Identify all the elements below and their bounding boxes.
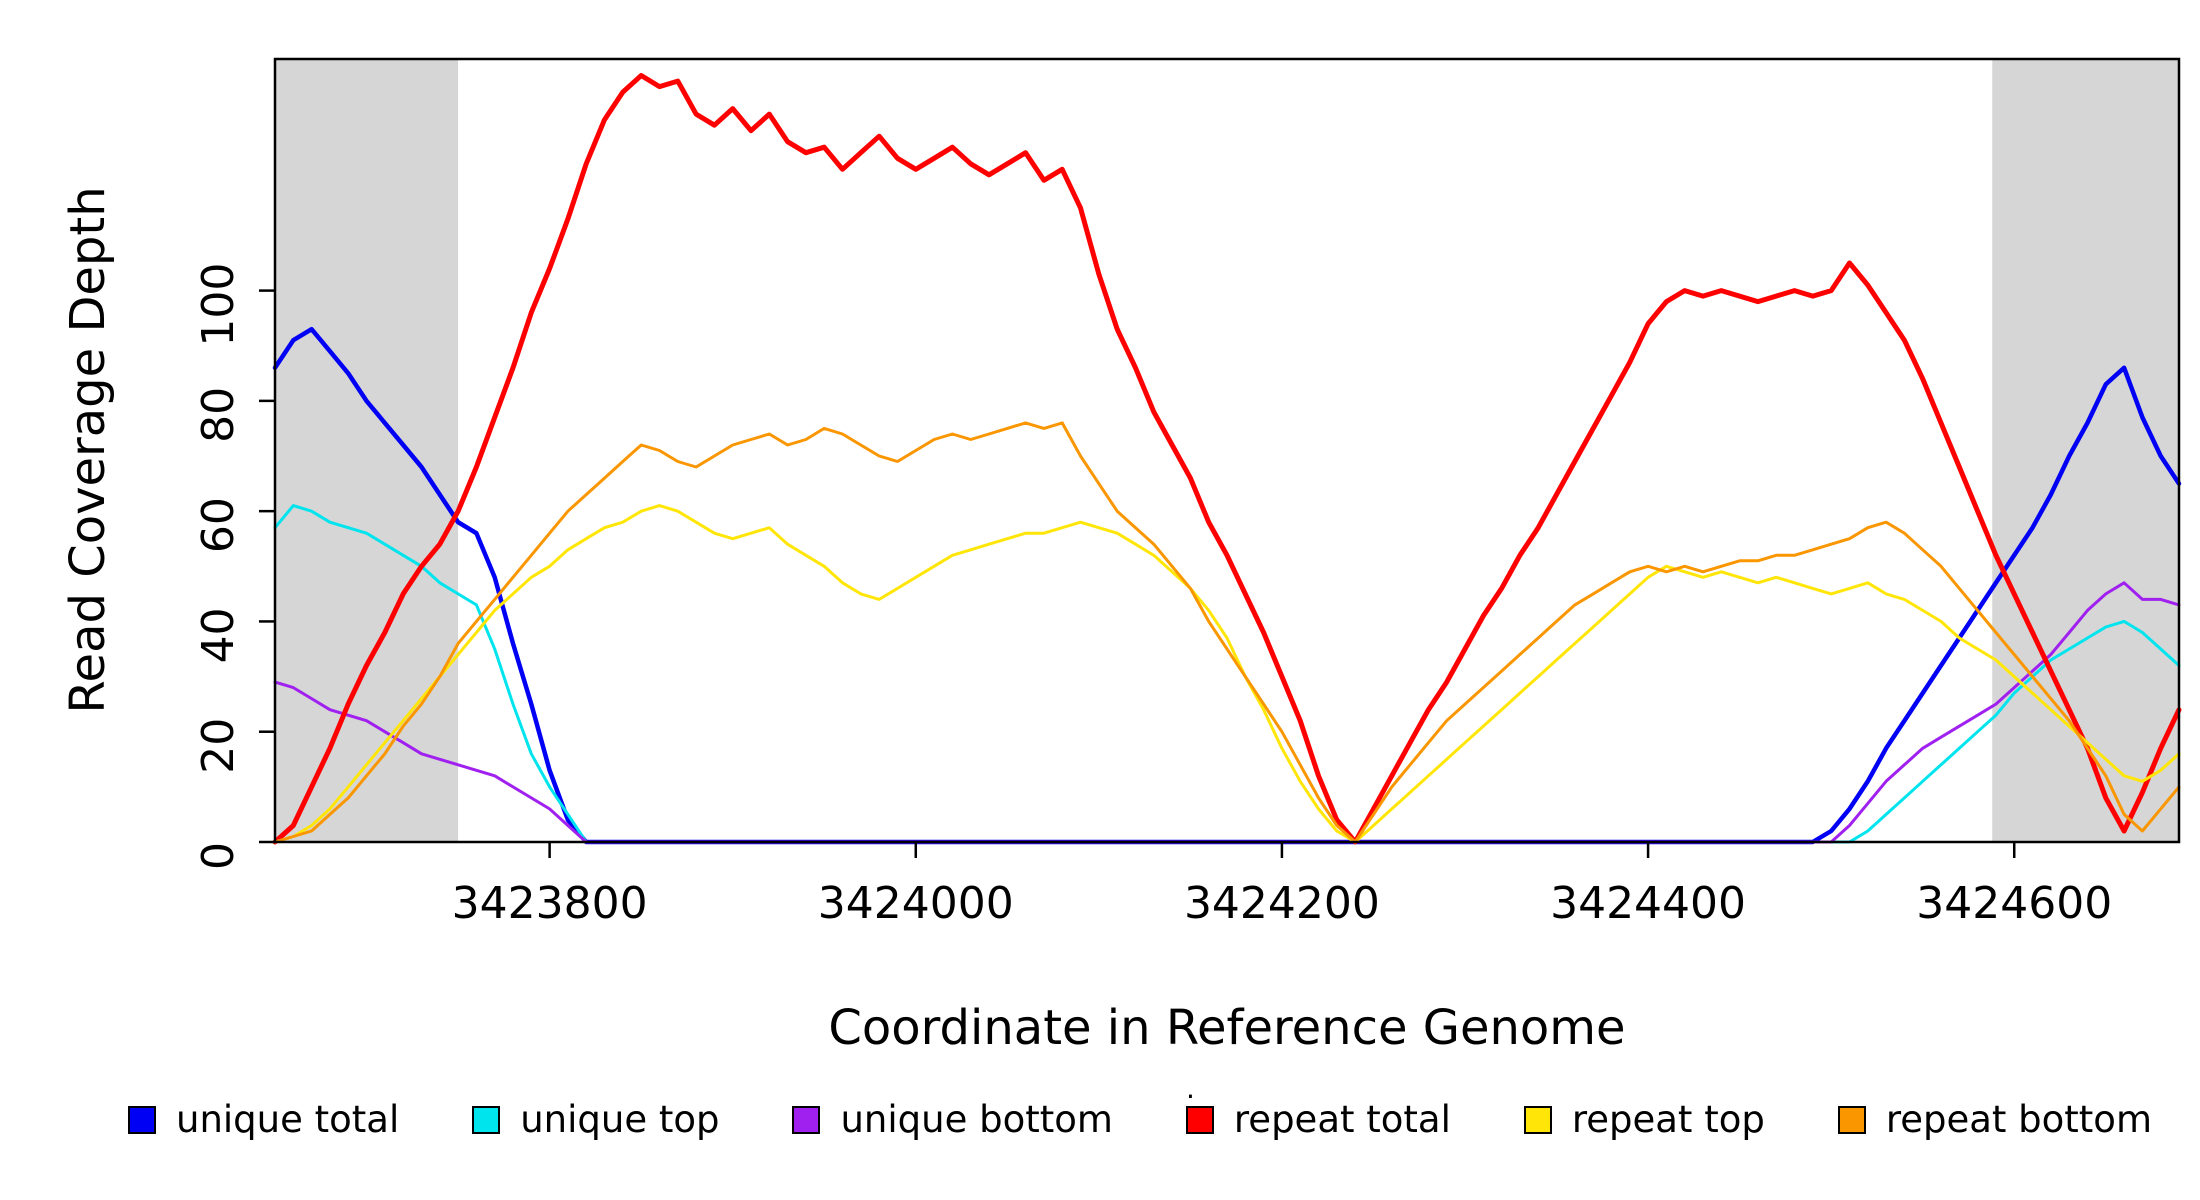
unique-total-swatch-icon [128, 1105, 156, 1134]
y-tick-label: 40 [193, 607, 244, 663]
legend-item-unique-bottom: unique bottom [792, 1098, 1113, 1141]
x-tick-label: 3423800 [452, 878, 648, 929]
repeat-top-swatch-icon [1523, 1105, 1552, 1134]
legend-label: unique total [176, 1098, 400, 1141]
y-tick-label: 20 [193, 718, 244, 774]
plot-box [273, 57, 2181, 844]
series-line-unique-total [272, 326, 2182, 845]
legend-item-repeat-bottom: repeat bottom [1837, 1098, 2152, 1141]
y-tick-label: 0 [193, 842, 244, 870]
series-line-repeat-bottom [273, 421, 2181, 844]
x-tick-label: 3424400 [1550, 878, 1746, 929]
legend-label: repeat total [1233, 1098, 1451, 1141]
y-axis-title: Read Coverage Depth [60, 186, 116, 714]
series-line-repeat-total [272, 73, 2182, 845]
unique-bottom-swatch-icon [792, 1105, 821, 1134]
x-axis-title: Coordinate in Reference Genome [828, 1000, 1626, 1056]
y-tick-label: 60 [193, 497, 244, 553]
legend-label: repeat bottom [1885, 1098, 2152, 1141]
legend-label: repeat top [1571, 1098, 1765, 1141]
x-tick-label: 3424600 [1916, 878, 2112, 929]
shaded-region [1992, 59, 2179, 842]
legend-item-unique-total: unique total [128, 1098, 399, 1141]
legend-item-repeat-top: repeat top [1523, 1098, 1765, 1141]
x-tick-label: 3424000 [818, 878, 1014, 929]
legend-item-unique-top: unique top [472, 1098, 720, 1141]
legend: unique total unique top unique bottom re… [128, 1098, 2152, 1141]
legend-item-repeat-total: repeat total [1185, 1098, 1451, 1141]
y-tick-label: 100 [193, 263, 244, 347]
legend-label: unique bottom [840, 1098, 1113, 1141]
legend-label: unique top [520, 1098, 720, 1141]
repeat-bottom-swatch-icon [1837, 1105, 1866, 1134]
x-tick-label: 3424200 [1184, 878, 1380, 929]
legend-title-dot: . [1186, 1072, 1195, 1105]
y-tick-label: 80 [193, 387, 244, 443]
series-line-repeat-top [273, 504, 2181, 844]
repeat-total-swatch-icon [1185, 1105, 1214, 1134]
unique-top-swatch-icon [472, 1105, 501, 1134]
shaded-region [275, 59, 459, 842]
